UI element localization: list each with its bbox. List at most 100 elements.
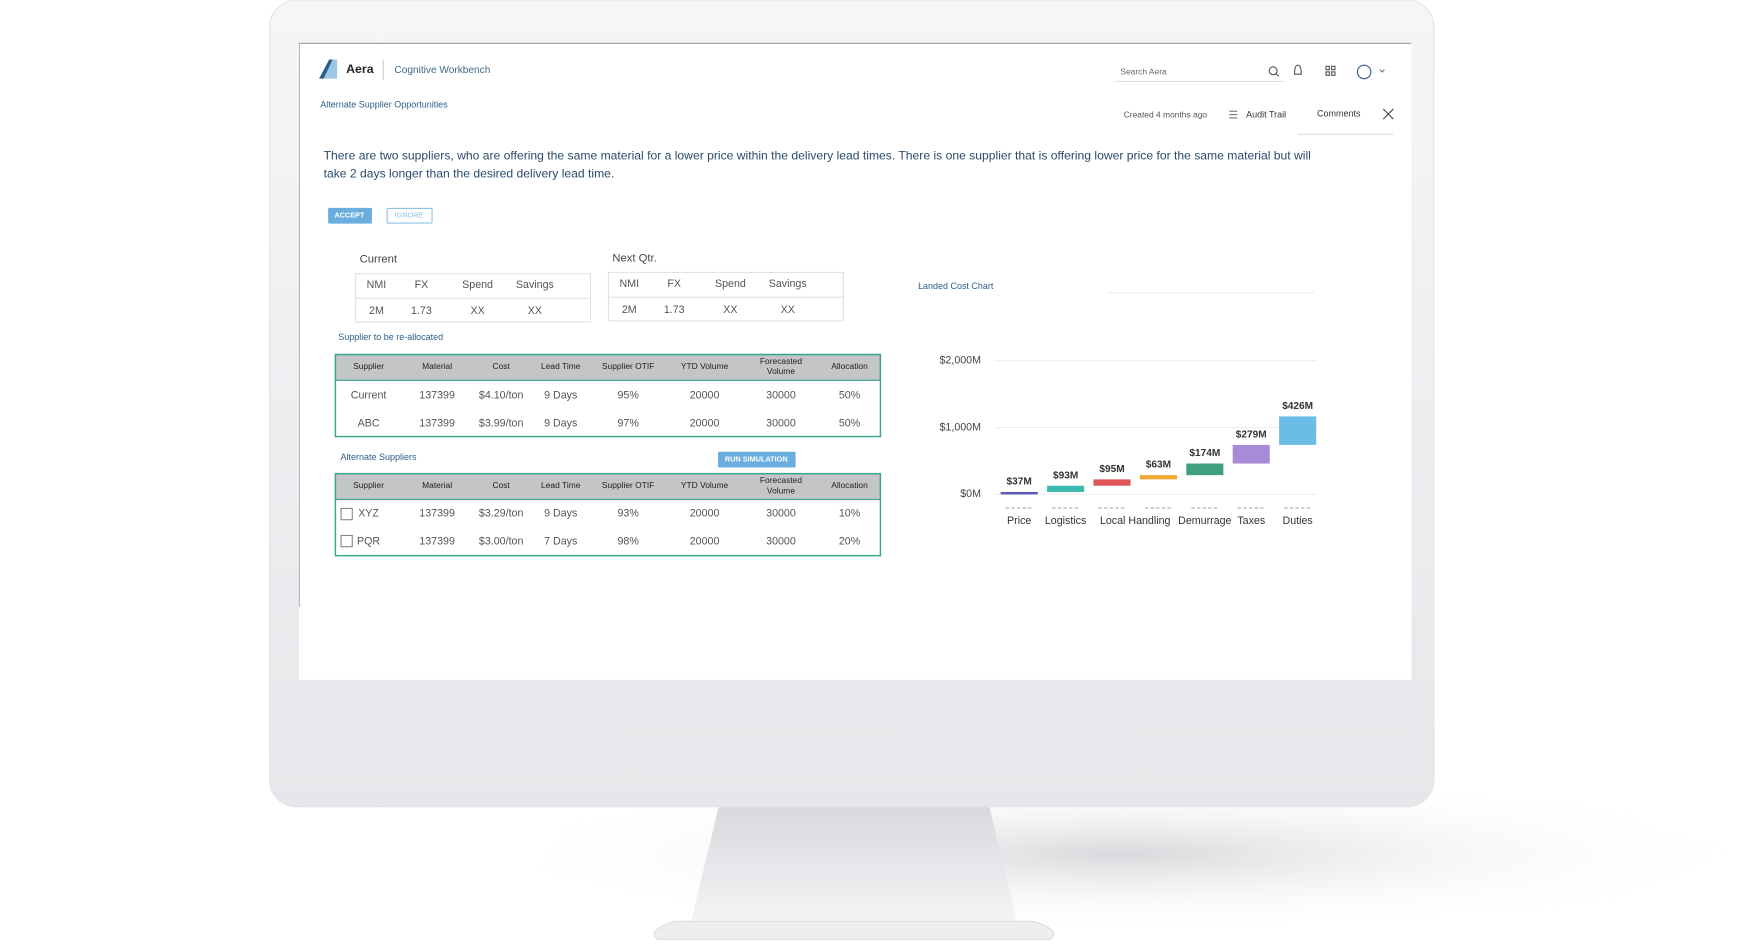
column-header: Spend <box>714 278 746 291</box>
data-label: $95M <box>1099 464 1124 475</box>
cell: 7 Days <box>544 535 578 548</box>
x-tick-label: Duties <box>1283 515 1313 527</box>
column-header: Savings <box>768 278 807 291</box>
cell: $3.00/ton <box>478 535 524 548</box>
column-header: Supplier OTIF <box>601 480 655 491</box>
x-tick-label: Local Handling <box>1100 515 1171 527</box>
bar <box>1139 475 1177 480</box>
column-header: Allocation <box>831 480 868 491</box>
logo <box>319 59 333 79</box>
cell: XX <box>723 303 738 317</box>
data-label: $279M <box>1236 429 1267 440</box>
data-label: $63M <box>1146 460 1171 471</box>
table-frame <box>334 353 882 438</box>
checkbox[interactable] <box>340 534 353 548</box>
data-label: $174M <box>1189 448 1220 459</box>
accept-label[interactable]: ACCEPT <box>334 211 365 220</box>
simulate-label[interactable]: RUN SIMULATION <box>724 455 788 464</box>
checkbox[interactable] <box>340 507 353 521</box>
cell: Current <box>350 389 387 402</box>
stand-neck <box>691 804 1017 922</box>
y-tick-label: $1,000M <box>940 421 981 433</box>
cell: XX <box>780 303 795 317</box>
cell: 50% <box>838 417 861 430</box>
cell: XYZ <box>358 507 379 520</box>
cell: PQR <box>357 535 381 548</box>
column-header: NMI <box>619 278 640 291</box>
cell: 98% <box>617 535 639 548</box>
section-title: Current <box>359 253 398 266</box>
comments-tab[interactable]: Comments <box>1316 108 1361 119</box>
data-label: $426M <box>1282 401 1313 412</box>
column-header: Lead Time <box>541 480 581 491</box>
brand: Aera <box>346 62 374 77</box>
audit-trail[interactable]: Audit Trail <box>1246 109 1287 120</box>
x-tick-label: Price <box>1007 515 1031 527</box>
simulate-button[interactable] <box>718 451 796 468</box>
column-header: NMI <box>366 279 387 292</box>
column-header: Forecasted Volume <box>759 356 803 377</box>
cell: 30000 <box>766 417 796 430</box>
cell: 30000 <box>766 535 796 548</box>
cell: 20000 <box>689 535 720 548</box>
y-tick-label: $2,000M <box>940 355 981 367</box>
cell: 9 Days <box>544 389 578 402</box>
column-header: YTD Volume <box>680 361 729 372</box>
column-header: Supplier <box>353 361 385 372</box>
bar <box>1232 444 1270 464</box>
x-tick-label: Taxes <box>1237 515 1265 527</box>
cell: $3.99/ton <box>478 417 524 430</box>
cell: 97% <box>617 417 639 430</box>
stand-base <box>653 920 1055 940</box>
bar <box>1279 416 1317 445</box>
bar <box>1000 491 1038 495</box>
ignore-button[interactable] <box>386 207 433 224</box>
cell: 20% <box>838 535 861 548</box>
search-input[interactable]: Search Aera <box>1120 66 1167 77</box>
avatar[interactable] <box>1356 64 1372 80</box>
section-title: Next Qtr. <box>612 252 657 265</box>
data-label: $93M <box>1053 470 1078 481</box>
cell: 20000 <box>689 507 720 520</box>
cell: 95% <box>617 389 639 402</box>
column-header: YTD Volume <box>680 480 729 491</box>
close-icon[interactable] <box>1382 108 1394 120</box>
column-header: Supplier <box>353 480 385 491</box>
apps-icon[interactable] <box>1325 65 1336 76</box>
table-header <box>334 353 881 381</box>
column-header: Supplier OTIF <box>601 361 655 372</box>
app-name: Cognitive Workbench <box>394 64 491 76</box>
cell: 10% <box>838 507 861 520</box>
bar <box>1093 479 1131 486</box>
ignore-label[interactable]: IGNORE <box>394 211 424 220</box>
bell-icon[interactable] <box>1293 64 1302 75</box>
bar <box>1047 485 1085 492</box>
cell: 2M <box>369 305 384 318</box>
column-header: Spend <box>462 279 494 292</box>
cell: 20000 <box>689 389 720 402</box>
created: Created 4 months ago <box>1123 109 1208 120</box>
list-icon <box>1229 110 1238 119</box>
x-tick-label: Logistics <box>1045 515 1086 527</box>
y-tick-label: $0M <box>960 488 981 500</box>
cell: 137399 <box>419 417 455 430</box>
column-header: Savings <box>515 279 554 292</box>
section-title: Supplier to be re-allocated <box>338 332 444 343</box>
column-header: Material <box>422 361 453 372</box>
cell: 93% <box>617 507 639 520</box>
cell: 137399 <box>419 535 455 548</box>
cell: 1.73 <box>410 305 432 318</box>
accept-button[interactable] <box>328 207 372 224</box>
cell: 9 Days <box>544 507 578 520</box>
avatar-caret <box>1379 69 1385 73</box>
cell: ABC <box>357 417 380 430</box>
breadcrumb: Alternate Supplier Opportunities <box>320 99 448 110</box>
cell: 20000 <box>689 417 720 430</box>
section-title: Alternate Suppliers <box>340 452 417 463</box>
search-icon[interactable] <box>1268 66 1278 76</box>
cell: 50% <box>838 389 861 402</box>
cell: 30000 <box>766 507 796 520</box>
chart-title: Landed Cost Chart <box>918 281 994 291</box>
column-header: FX <box>414 279 429 292</box>
